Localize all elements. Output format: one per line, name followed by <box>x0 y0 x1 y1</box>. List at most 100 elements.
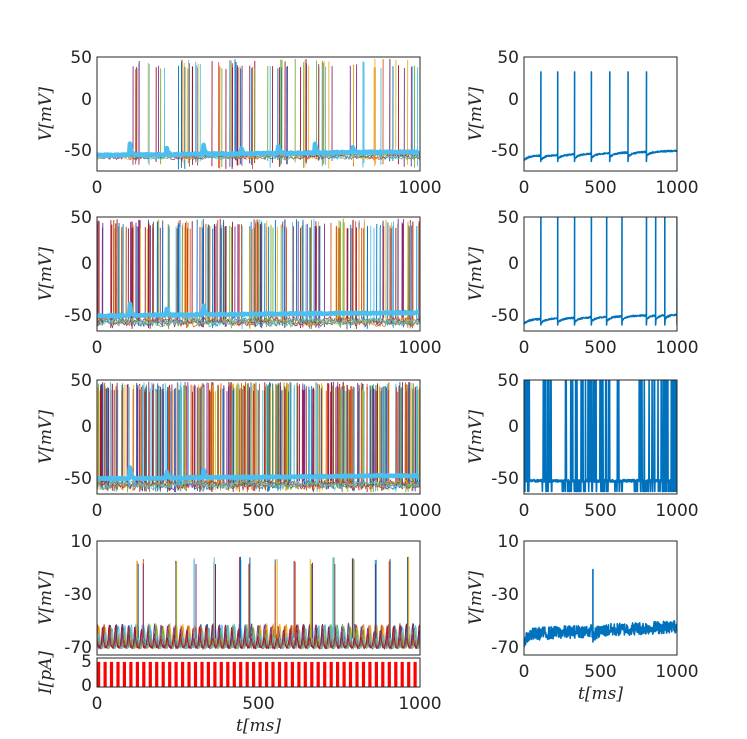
y-tick-label: 0 <box>508 417 519 437</box>
plot-frame-B3 <box>523 379 678 495</box>
x-tick-label: 1000 <box>655 338 698 358</box>
y-axis-label: V[mV] <box>36 87 56 141</box>
current-pulse <box>277 661 282 687</box>
y-tick-label: 50 <box>497 48 519 68</box>
y-axis-label: V[mV] <box>36 571 56 625</box>
subthreshold-trace <box>97 624 420 650</box>
current-pulse <box>122 661 126 687</box>
plot-frame-B2 <box>523 216 678 332</box>
current-pulse <box>348 661 353 687</box>
current-pulse <box>323 661 327 687</box>
current-pulse <box>181 661 185 687</box>
x-tick-label: 0 <box>92 501 103 521</box>
x-tick-label: 1000 <box>398 178 441 198</box>
series-ensemble-A3 <box>97 381 420 493</box>
series-ensemble-A4 <box>97 556 420 651</box>
voltage-trace <box>524 380 677 493</box>
current-pulse <box>148 661 152 687</box>
y-tick-label: 0 <box>508 254 519 274</box>
x-tick-label: 1000 <box>398 694 441 714</box>
highlight-trace <box>97 301 420 319</box>
y-tick-label: 0 <box>81 417 92 437</box>
y-axis-label: V[mV] <box>36 247 56 301</box>
current-pulse <box>232 661 236 687</box>
subthreshold-trace <box>97 623 420 650</box>
current-pulse <box>303 661 307 687</box>
current-pulse <box>374 661 378 687</box>
current-pulse <box>174 661 178 687</box>
y-tick-label: 50 <box>70 48 92 68</box>
x-tick-label: 0 <box>92 694 103 714</box>
series-single-B3 <box>524 380 677 493</box>
y-tick-label: -70 <box>64 638 92 658</box>
y-tick-label: 50 <box>497 371 519 391</box>
x-tick-label: 500 <box>584 178 616 198</box>
current-pulse <box>252 661 256 687</box>
y-axis-label: I[pA] <box>36 651 56 696</box>
current-pulse <box>329 661 333 687</box>
current-pulse <box>368 661 372 687</box>
current-pulse <box>219 661 223 687</box>
current-pulse <box>297 661 301 687</box>
plot-frame-A3 <box>96 379 421 495</box>
baseline-trace <box>97 315 420 328</box>
series-single-B2 <box>524 217 677 326</box>
current-pulse <box>239 661 243 687</box>
current-pulse <box>361 661 366 687</box>
current-pulse <box>109 661 114 687</box>
voltage-trace <box>524 568 677 648</box>
current-pulse <box>258 661 262 687</box>
current-pulse <box>187 661 191 687</box>
y-tick-label: 0 <box>81 676 92 696</box>
current-pulse <box>226 661 230 687</box>
current-pulse <box>193 661 198 687</box>
y-tick-label: -50 <box>491 141 519 161</box>
y-tick-label: 0 <box>81 90 92 110</box>
current-pulse <box>116 661 120 687</box>
plot-frame-I <box>96 657 421 688</box>
y-tick-label: 0 <box>81 254 92 274</box>
x-tick-label: 0 <box>519 501 530 521</box>
x-axis-label: t[ms] <box>236 716 281 736</box>
baseline-trace <box>97 479 420 492</box>
current-pulse <box>103 661 107 687</box>
y-tick-label: -30 <box>491 585 519 605</box>
series-single-B4 <box>524 568 677 648</box>
x-tick-label: 1000 <box>655 178 698 198</box>
y-tick-label: 5 <box>81 652 92 672</box>
current-pulse <box>200 661 204 687</box>
current-pulse <box>290 661 294 687</box>
highlight-trace <box>97 465 420 482</box>
x-tick-label: 0 <box>519 178 530 198</box>
x-tick-label: 1000 <box>398 338 441 358</box>
x-tick-label: 500 <box>242 178 274 198</box>
y-tick-label: 50 <box>497 208 519 228</box>
highlight-trace <box>97 141 420 158</box>
series-ensemble-A1 <box>97 58 420 170</box>
y-tick-label: 0 <box>508 90 519 110</box>
y-axis-label: V[mV] <box>466 410 486 464</box>
current-pulse <box>161 661 165 687</box>
current-pulse <box>316 661 320 687</box>
axes-A4: 10 -30 -70 V[mV] <box>36 532 92 658</box>
y-tick-label: 50 <box>70 371 92 391</box>
x-tick-label: 0 <box>92 338 103 358</box>
y-tick-label: -50 <box>64 306 92 326</box>
x-axis-label: t[ms] <box>578 684 623 704</box>
x-tick-label: 0 <box>519 662 530 682</box>
y-axis-label: V[mV] <box>466 571 486 625</box>
y-tick-label: 10 <box>497 532 519 552</box>
plot-frame-A2 <box>96 216 421 332</box>
x-tick-label: 500 <box>584 501 616 521</box>
plot-frame-B4 <box>523 540 678 656</box>
y-tick-label: -50 <box>64 469 92 489</box>
current-pulse <box>245 661 249 687</box>
y-tick-label: -30 <box>64 585 92 605</box>
current-pulse <box>342 661 346 687</box>
current-pulse <box>213 661 217 687</box>
series-single-B1 <box>524 71 677 163</box>
